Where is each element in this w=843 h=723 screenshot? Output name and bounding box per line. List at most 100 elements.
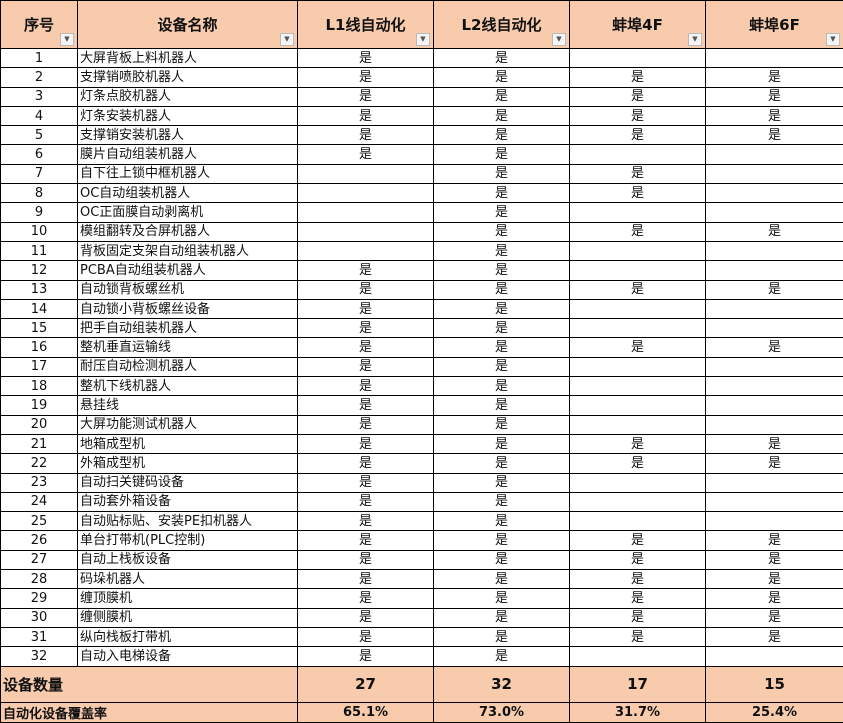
cell-6f[interactable] (705, 395, 843, 416)
cell-no[interactable]: 7 (0, 163, 78, 185)
cell-name[interactable]: 外箱成型机 (77, 453, 298, 474)
cell-name[interactable]: 背板固定支架自动组装机器人 (77, 240, 298, 262)
cell-name[interactable]: 大屏功能测试机器人 (77, 414, 298, 435)
cell-6f[interactable]: 是 (705, 86, 843, 107)
cell-4f[interactable]: 是 (569, 588, 706, 609)
cell-no[interactable]: 1 (0, 47, 78, 69)
cell-name[interactable]: 自动扫关键码设备 (77, 472, 298, 493)
cell-6f[interactable]: 是 (705, 549, 843, 571)
filter-dropdown-icon[interactable]: ▼ (552, 33, 566, 46)
cell-6f[interactable]: 是 (705, 279, 843, 300)
cell-6f[interactable]: 是 (705, 626, 843, 648)
cell-l1[interactable] (297, 183, 434, 204)
cell-l1[interactable] (297, 240, 434, 262)
cell-name[interactable]: 自动锁背板螺丝机 (77, 279, 298, 300)
cell-6f[interactable]: 是 (705, 530, 843, 551)
cell-no[interactable]: 26 (0, 530, 78, 551)
cell-no[interactable]: 6 (0, 144, 78, 165)
cell-6f[interactable] (705, 646, 843, 667)
count-l1[interactable]: 27 (297, 665, 434, 703)
header-no[interactable]: 序号 ▼ (0, 0, 78, 49)
cell-l1[interactable]: 是 (297, 607, 434, 628)
cell-6f[interactable] (705, 298, 843, 320)
cell-l2[interactable]: 是 (433, 433, 570, 455)
cell-l1[interactable]: 是 (297, 549, 434, 571)
cell-6f[interactable]: 是 (705, 569, 843, 590)
filter-dropdown-icon[interactable]: ▼ (688, 33, 702, 46)
cell-6f[interactable] (705, 472, 843, 493)
cell-4f[interactable]: 是 (569, 569, 706, 590)
cell-6f[interactable] (705, 163, 843, 185)
cell-name[interactable]: PCBA自动组装机器人 (77, 260, 298, 281)
cell-l1[interactable]: 是 (297, 125, 434, 146)
cell-6f[interactable]: 是 (705, 67, 843, 88)
cell-4f[interactable]: 是 (569, 279, 706, 300)
cell-no[interactable]: 17 (0, 356, 78, 378)
cell-no[interactable]: 25 (0, 511, 78, 532)
cell-l2[interactable]: 是 (433, 626, 570, 648)
cell-4f[interactable] (569, 240, 706, 262)
cell-name[interactable]: OC自动组装机器人 (77, 183, 298, 204)
cell-l2[interactable]: 是 (433, 47, 570, 69)
cell-l1[interactable]: 是 (297, 144, 434, 165)
cell-no[interactable]: 8 (0, 183, 78, 204)
filter-dropdown-icon[interactable]: ▼ (826, 33, 840, 46)
cell-l1[interactable]: 是 (297, 86, 434, 107)
cell-l2[interactable]: 是 (433, 202, 570, 223)
cell-l1[interactable]: 是 (297, 491, 434, 513)
count-label[interactable]: 设备数量 (0, 665, 298, 703)
cell-l2[interactable]: 是 (433, 491, 570, 513)
cell-no[interactable]: 15 (0, 318, 78, 339)
cell-l1[interactable]: 是 (297, 530, 434, 551)
cell-l1[interactable]: 是 (297, 433, 434, 455)
cell-no[interactable]: 22 (0, 453, 78, 474)
cell-name[interactable]: 自动上栈板设备 (77, 549, 298, 571)
cell-l1[interactable] (297, 221, 434, 242)
cell-l1[interactable]: 是 (297, 356, 434, 378)
cell-6f[interactable] (705, 202, 843, 223)
cell-4f[interactable]: 是 (569, 607, 706, 628)
cell-no[interactable]: 13 (0, 279, 78, 300)
header-name[interactable]: 设备名称 ▼ (77, 0, 298, 49)
cell-6f[interactable]: 是 (705, 221, 843, 242)
cell-l1[interactable] (297, 163, 434, 185)
cell-6f[interactable] (705, 183, 843, 204)
filter-dropdown-icon[interactable]: ▼ (416, 33, 430, 46)
cell-name[interactable]: 单台打带机(PLC控制) (77, 530, 298, 551)
cell-name[interactable]: OC正面膜自动剥离机 (77, 202, 298, 223)
cell-l2[interactable]: 是 (433, 163, 570, 185)
cell-l2[interactable]: 是 (433, 125, 570, 146)
cell-4f[interactable]: 是 (569, 530, 706, 551)
cell-l1[interactable]: 是 (297, 67, 434, 88)
cell-4f[interactable] (569, 318, 706, 339)
cell-6f[interactable] (705, 414, 843, 435)
cell-6f[interactable] (705, 240, 843, 262)
cell-4f[interactable] (569, 472, 706, 493)
cell-l2[interactable]: 是 (433, 569, 570, 590)
cell-4f[interactable] (569, 376, 706, 397)
cell-6f[interactable]: 是 (705, 453, 843, 474)
cell-6f[interactable]: 是 (705, 433, 843, 455)
cell-name[interactable]: 地箱成型机 (77, 433, 298, 455)
cell-name[interactable]: 码垛机器人 (77, 569, 298, 590)
cell-l2[interactable]: 是 (433, 356, 570, 378)
cell-4f[interactable] (569, 414, 706, 435)
cell-6f[interactable] (705, 260, 843, 281)
cell-6f[interactable]: 是 (705, 337, 843, 358)
cell-name[interactable]: 膜片自动组装机器人 (77, 144, 298, 165)
cell-4f[interactable]: 是 (569, 183, 706, 204)
cell-4f[interactable] (569, 260, 706, 281)
cell-l1[interactable]: 是 (297, 472, 434, 493)
cell-4f[interactable]: 是 (569, 221, 706, 242)
cell-4f[interactable] (569, 646, 706, 667)
cell-l2[interactable]: 是 (433, 472, 570, 493)
cell-4f[interactable]: 是 (569, 626, 706, 648)
cell-name[interactable]: 自动入电梯设备 (77, 646, 298, 667)
cell-l2[interactable]: 是 (433, 144, 570, 165)
cell-4f[interactable]: 是 (569, 67, 706, 88)
cell-l2[interactable]: 是 (433, 453, 570, 474)
cell-l1[interactable]: 是 (297, 414, 434, 435)
cell-6f[interactable] (705, 318, 843, 339)
cell-no[interactable]: 32 (0, 646, 78, 667)
cell-4f[interactable]: 是 (569, 453, 706, 474)
